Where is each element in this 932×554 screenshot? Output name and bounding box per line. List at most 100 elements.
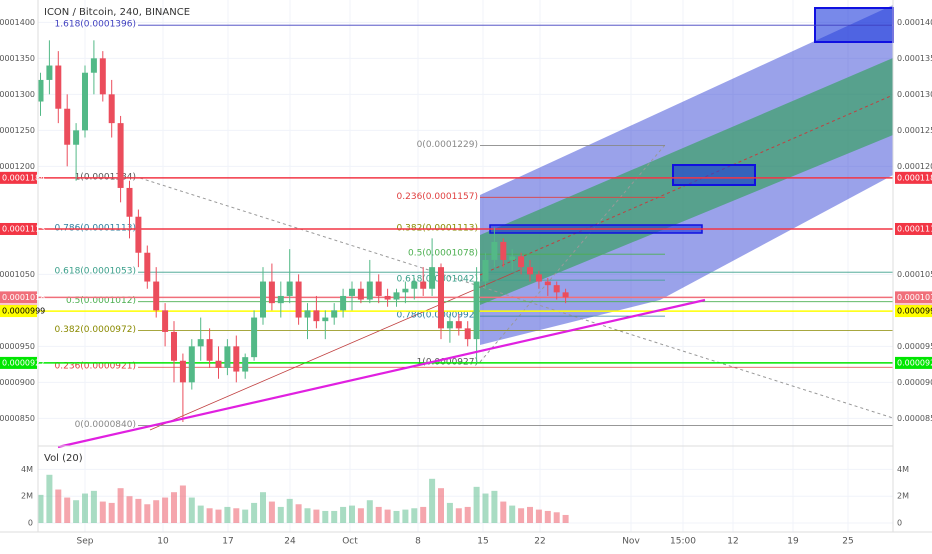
candle-body <box>429 267 436 289</box>
price-label: 0.0001184 <box>897 173 932 182</box>
y-tick-label: 0.0001050 <box>897 270 932 279</box>
price-label: 0.0001113 <box>897 224 932 233</box>
candle-body <box>162 310 169 332</box>
y-tick-label: 0.0001300 <box>897 90 932 99</box>
fib-label: 0.5(0.0001078) <box>408 249 478 259</box>
x-tick-label: 24 <box>284 537 296 547</box>
candle-body <box>349 288 355 296</box>
y-tick-label: 0.0001250 <box>0 126 35 135</box>
x-tick-label: 17 <box>222 537 233 547</box>
candle-body <box>197 339 204 347</box>
volume-bar <box>108 502 115 523</box>
volume-bar <box>331 510 338 523</box>
price-label: 0.0001018 <box>2 293 45 302</box>
volume-bar <box>126 496 133 523</box>
candle-body <box>473 281 480 340</box>
fib-label: 0(0.0001229) <box>417 140 478 150</box>
volume-bar <box>188 497 195 523</box>
y-tick-label: 0.0000950 <box>0 342 35 351</box>
candle-body <box>375 281 382 296</box>
y-tick-label: 0.0001350 <box>0 54 35 63</box>
indicator-label: Vol (20) <box>44 453 83 464</box>
volume-bar <box>206 508 213 523</box>
volume-bar <box>46 474 53 523</box>
volume-bar <box>535 509 542 523</box>
volume-bar <box>179 485 186 523</box>
volume-bar <box>429 478 436 523</box>
vol-tick-label: 2M <box>21 492 33 501</box>
candle-body <box>108 94 115 124</box>
candle-body <box>153 281 160 311</box>
candle-body <box>491 241 498 260</box>
y-tick-label: 0.0001200 <box>0 162 35 171</box>
volume-bar <box>553 512 560 523</box>
candle-body <box>37 79 44 102</box>
price-label: 0.0001018 <box>897 293 932 302</box>
x-tick-label: 15:00 <box>670 537 696 547</box>
candle-body <box>295 281 302 318</box>
volume-bar <box>268 501 275 523</box>
y-tick-label: 0.0000900 <box>0 378 35 387</box>
x-tick-label: 10 <box>157 537 169 547</box>
volume-bar <box>233 508 240 523</box>
volume-bar <box>277 506 284 523</box>
volume-bar <box>117 488 124 523</box>
candle-body <box>171 331 177 361</box>
candle-body <box>509 256 516 260</box>
volume-bar <box>215 509 222 523</box>
candle-body <box>260 281 266 318</box>
x-tick-label: 15 <box>477 537 488 547</box>
volume-bar <box>286 498 293 523</box>
candle-body <box>90 58 97 73</box>
volume-bar <box>153 500 160 523</box>
candle-body <box>357 288 364 300</box>
x-tick-label: 19 <box>787 537 799 547</box>
volume-bar <box>251 502 258 523</box>
volume-bar <box>135 498 142 523</box>
volume-bar <box>313 509 320 523</box>
x-tick-label: 8 <box>415 537 421 547</box>
candle-body <box>331 310 338 318</box>
volume-bar <box>260 492 266 523</box>
candle-body <box>179 360 186 383</box>
fib-label: 0.618(0.0001053) <box>55 267 136 277</box>
y-tick-label: 0.0001300 <box>0 90 35 99</box>
candle-body <box>64 108 71 145</box>
volume-bar <box>197 505 204 523</box>
candle-body <box>206 339 213 361</box>
volume-bar <box>393 510 400 523</box>
candle-body <box>455 321 462 329</box>
x-tick-label: Nov <box>622 537 640 547</box>
trend-magenta <box>57 298 706 449</box>
candle-body <box>411 281 418 289</box>
candle-body <box>420 281 427 289</box>
volume-bar <box>438 488 444 523</box>
x-tick-label: 12 <box>727 537 738 547</box>
candle-body <box>340 295 347 311</box>
price-label: 0.0001113 <box>2 224 45 233</box>
y-tick-label: 0.0000950 <box>897 342 932 351</box>
candle-body <box>73 130 80 145</box>
fib-label: 0(0.0000840) <box>75 420 136 430</box>
price-label-box <box>0 171 37 184</box>
candle-body <box>126 187 133 217</box>
volume-bar <box>357 508 364 523</box>
y-tick-label: 0.0001350 <box>897 54 932 63</box>
y-tick-label: 0.0000900 <box>897 378 932 387</box>
volume-bar <box>464 506 471 523</box>
candle-body <box>286 281 293 296</box>
candle-body <box>117 123 124 188</box>
fib-label: 0.236(0.0001157) <box>397 192 478 202</box>
candle-body <box>402 288 409 293</box>
candle-body <box>233 346 240 372</box>
volume-bar <box>171 492 177 523</box>
vol-tick-label: 0 <box>28 519 33 528</box>
volume-bar <box>509 505 516 523</box>
candle-body <box>268 281 275 304</box>
box <box>672 164 756 186</box>
volume-bar <box>144 504 151 523</box>
price-label: 0.0000927 <box>897 358 932 367</box>
y-tick-label: 0.0001400 <box>897 18 932 27</box>
y-tick-label: 0.0001050 <box>0 270 35 279</box>
fib-label: 0.5(0.0001012) <box>66 296 136 306</box>
